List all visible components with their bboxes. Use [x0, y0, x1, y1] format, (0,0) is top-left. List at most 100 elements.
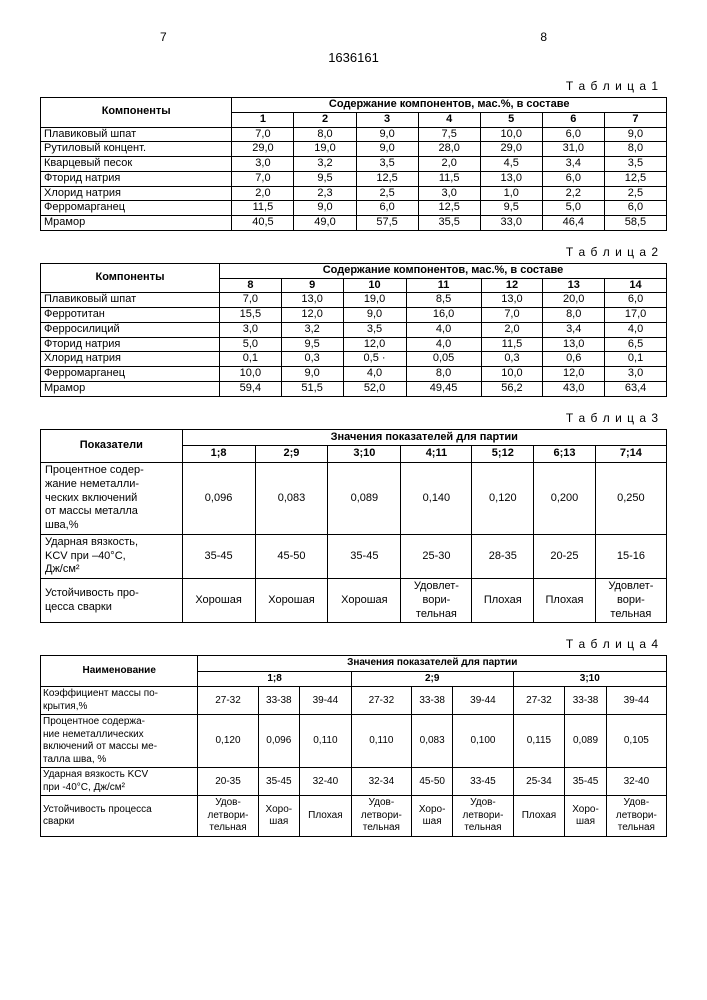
- cell: 6,0: [605, 293, 667, 308]
- row-name: Мрамор: [41, 216, 232, 231]
- col-num: 7;14: [595, 446, 666, 463]
- cell: 45-50: [411, 768, 452, 796]
- row-name: Устойчивость процессасварки: [41, 796, 198, 837]
- cell: 3,5: [343, 322, 406, 337]
- cell: 2,2: [542, 186, 604, 201]
- col-header: Содержание компонентов, мас.%, в составе: [232, 98, 667, 113]
- cell: Плохая: [534, 579, 596, 623]
- cell: 3,0: [232, 157, 294, 172]
- col-num: 5;12: [472, 446, 534, 463]
- col-num: 4;11: [401, 446, 472, 463]
- cell: 0,115: [513, 715, 565, 768]
- cell: 59,4: [220, 381, 282, 396]
- cell: 27-32: [351, 687, 411, 715]
- col-num: 12: [481, 278, 543, 293]
- cell: 8,0: [604, 142, 666, 157]
- cell: 46,4: [542, 216, 604, 231]
- cell: 27-32: [513, 687, 565, 715]
- col-group: 2;9: [351, 671, 513, 687]
- cell: 51,5: [281, 381, 343, 396]
- col-header: Значения показателей для партии: [198, 656, 667, 672]
- cell: 13,0: [481, 293, 543, 308]
- table1-caption: Т а б л и ц а 1: [40, 79, 659, 93]
- doc-number: 1636161: [40, 50, 667, 65]
- col-num: 6;13: [534, 446, 596, 463]
- cell: 9,0: [356, 127, 418, 142]
- cell: 8,0: [294, 127, 356, 142]
- cell: 4,0: [406, 322, 481, 337]
- cell: 2,0: [232, 186, 294, 201]
- cell: 33,0: [480, 216, 542, 231]
- row-name: Процентное содержа-ние неметаллическихвк…: [41, 715, 198, 768]
- table2-caption: Т а б л и ц а 2: [40, 245, 659, 259]
- cell: 29,0: [480, 142, 542, 157]
- cell: Удовлет-вори-тельная: [595, 579, 666, 623]
- cell: 2,0: [418, 157, 480, 172]
- cell: 25-34: [513, 768, 565, 796]
- cell: 63,4: [605, 381, 667, 396]
- cell: 25-30: [401, 534, 472, 578]
- cell: 35-45: [258, 768, 299, 796]
- cell: Хоро-шая: [565, 796, 606, 837]
- cell: 35-45: [182, 534, 255, 578]
- cell: 32-34: [351, 768, 411, 796]
- cell: 12,5: [418, 201, 480, 216]
- cell: 2,3: [294, 186, 356, 201]
- cell: Плохая: [300, 796, 352, 837]
- table1: КомпонентыСодержание компонентов, мас.%,…: [40, 97, 667, 231]
- cell: 15-16: [595, 534, 666, 578]
- col-num: 1: [232, 112, 294, 127]
- row-name: Ферротитан: [41, 308, 220, 323]
- row-name: Фторид натрия: [41, 171, 232, 186]
- cell: Хорошая: [328, 579, 401, 623]
- cell: 13,0: [543, 337, 605, 352]
- cell: 33-38: [258, 687, 299, 715]
- cell: 0,3: [281, 352, 343, 367]
- cell: 11,5: [232, 201, 294, 216]
- cell: 0,083: [411, 715, 452, 768]
- cell: 15,5: [220, 308, 282, 323]
- cell: 3,0: [220, 322, 282, 337]
- row-name: Кварцевый песок: [41, 157, 232, 172]
- cell: 56,2: [481, 381, 543, 396]
- cell: 39-44: [453, 687, 513, 715]
- cell: 5,0: [542, 201, 604, 216]
- cell: 9,5: [294, 171, 356, 186]
- cell: 7,0: [220, 293, 282, 308]
- cell: 16,0: [406, 308, 481, 323]
- cell: 52,0: [343, 381, 406, 396]
- row-name: Хлорид натрия: [41, 186, 232, 201]
- cell: 3,5: [604, 157, 666, 172]
- cell: 7,0: [232, 171, 294, 186]
- cell: 0,05: [406, 352, 481, 367]
- cell: 6,0: [604, 201, 666, 216]
- col-header: Значения показателей для партии: [182, 429, 666, 446]
- cell: 6,0: [542, 171, 604, 186]
- row-name: Фторид натрия: [41, 337, 220, 352]
- row-name: Коэффициент массы по-крытия,%: [41, 687, 198, 715]
- cell: 10,0: [220, 367, 282, 382]
- cell: Плохая: [472, 579, 534, 623]
- cell: 7,0: [481, 308, 543, 323]
- col-num: 10: [343, 278, 406, 293]
- cell: 39-44: [606, 687, 666, 715]
- cell: 12,0: [281, 308, 343, 323]
- page-left: 7: [160, 30, 167, 44]
- cell: Удов-летвори-тельная: [351, 796, 411, 837]
- cell: 12,0: [343, 337, 406, 352]
- cell: 0,100: [453, 715, 513, 768]
- cell: 3,0: [605, 367, 667, 382]
- cell: 0,1: [220, 352, 282, 367]
- cell: 0,083: [255, 463, 328, 535]
- row-name: Устойчивость про-цесса сварки: [41, 579, 183, 623]
- col-num: 6: [542, 112, 604, 127]
- cell: 20-25: [534, 534, 596, 578]
- cell: 11,5: [418, 171, 480, 186]
- cell: 0,1: [605, 352, 667, 367]
- cell: 0,096: [182, 463, 255, 535]
- table3: ПоказателиЗначения показателей для парти…: [40, 429, 667, 624]
- cell: 0,200: [534, 463, 596, 535]
- col-num: 1;8: [182, 446, 255, 463]
- cell: 9,0: [343, 308, 406, 323]
- col-num: 8: [220, 278, 282, 293]
